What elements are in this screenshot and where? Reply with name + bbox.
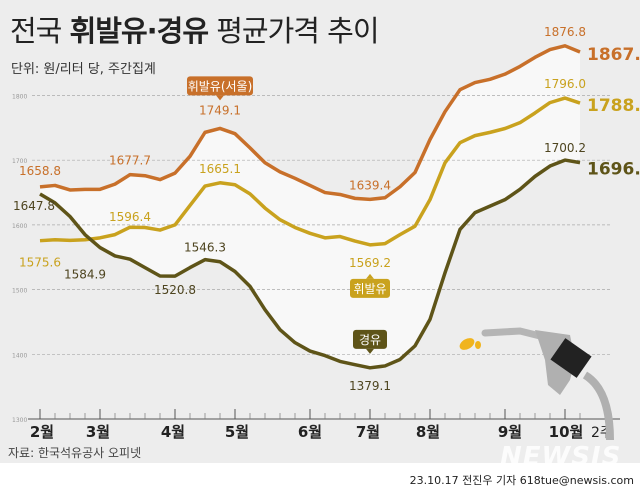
x-tick-label: 7월 — [356, 423, 380, 441]
data-label: 1665.1 — [199, 162, 241, 176]
fuel-pump-icon — [459, 327, 614, 441]
data-label: 1796.0 — [544, 77, 586, 91]
tag-pointer — [216, 95, 224, 101]
tag-label: 휘발유 — [353, 282, 386, 296]
tag-pointer — [366, 273, 374, 279]
tag-box — [187, 76, 253, 96]
data-label: 1647.8 — [13, 199, 55, 213]
series-tag-2: 경유 — [353, 329, 387, 354]
hose — [582, 371, 614, 441]
source-label: 자료: 한국석유공사 오피넷 — [8, 446, 142, 460]
data-label: 1575.6 — [19, 256, 61, 270]
data-label: 1596.4 — [109, 210, 151, 224]
tag-pointer — [366, 348, 374, 354]
tag-box — [350, 278, 390, 298]
unit-label: 단위: 원/리터 당, 주간집계 — [11, 62, 156, 77]
data-label: 1788.3 — [587, 96, 640, 116]
fuel-drop — [459, 338, 475, 350]
title-prefix: 전국 — [10, 14, 62, 48]
data-label: 1749.1 — [199, 103, 241, 117]
data-label: 1569.2 — [349, 256, 391, 270]
data-label: 1379.1 — [349, 379, 391, 393]
x-tick-label: 5월 — [225, 423, 249, 441]
x-tick-label: 10월 — [549, 423, 584, 441]
x-tick-label: 8월 — [416, 423, 440, 441]
data-label: 1520.8 — [154, 283, 196, 297]
y-tick-label: 1300 — [12, 417, 27, 424]
x-tick-label: 6월 — [298, 423, 322, 441]
fuel-drop-small — [475, 341, 481, 349]
y-tick-label: 1500 — [12, 288, 27, 295]
y-tick-label: 1400 — [12, 352, 27, 359]
title-bold: 휘발유·경유 — [69, 14, 209, 48]
data-label: 1677.7 — [109, 154, 151, 168]
data-label: 1584.9 — [64, 268, 106, 282]
x-tick-label: 4월 — [161, 423, 185, 441]
line-chart: 1300 1400 1500 1600 1700 1800 2월 3월 4월 5월 6월 7월 8월 9월… — [12, 25, 640, 441]
range-band — [40, 45, 580, 368]
title-suffix: 평균가격 추이 — [216, 14, 379, 48]
newsis-watermark: NEWSIS — [500, 442, 622, 472]
x-tick-label: 9월 — [498, 423, 522, 441]
series-tag-0: 휘발유(서울) — [187, 76, 253, 101]
x-tick-label: 2월 — [30, 423, 54, 441]
y-tick-label: 1600 — [12, 223, 27, 230]
tag-label: 경유 — [359, 333, 381, 347]
data-label: 1876.8 — [544, 25, 586, 39]
nozzle-grip — [550, 338, 592, 378]
nozzle-pipe — [481, 327, 544, 340]
data-label: 1867.2 — [587, 45, 640, 65]
chart-title: 전국 휘발유·경유 평균가격 추이 — [10, 8, 380, 50]
data-label: 1639.4 — [349, 178, 391, 192]
series-tag-1: 휘발유 — [350, 273, 390, 298]
data-label: 1696.3 — [587, 160, 640, 180]
x-tick-label: 3월 — [86, 423, 110, 441]
y-tick-label: 1700 — [12, 158, 27, 165]
data-label: 1546.3 — [184, 241, 226, 255]
data-label: 1658.8 — [19, 164, 61, 178]
y-tick-label: 1800 — [12, 94, 27, 101]
credit-label: 23.10.17 전진우 기자 618tue@newsis.com — [409, 474, 634, 487]
tag-label: 휘발유(서울) — [188, 79, 253, 93]
data-label: 1700.2 — [544, 141, 586, 155]
tag-box — [353, 329, 387, 349]
